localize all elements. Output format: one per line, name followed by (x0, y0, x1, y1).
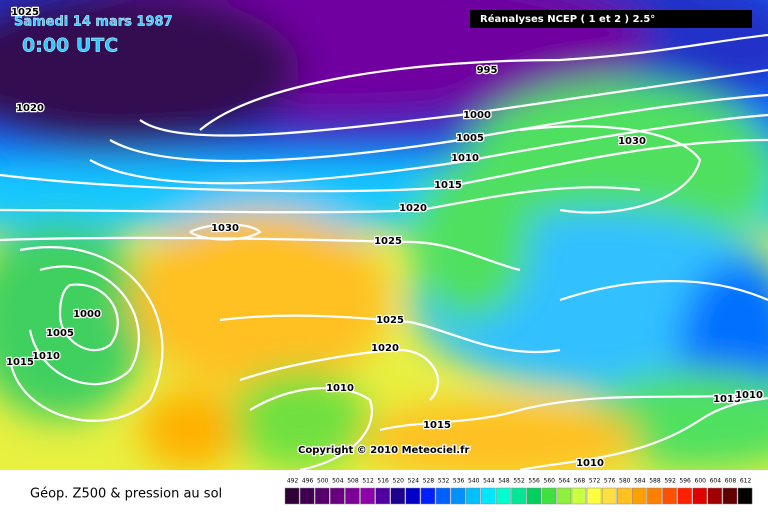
isobar-label: 1025 (376, 315, 404, 326)
scale-label: 532 (438, 478, 450, 485)
scale-label: 496 (302, 478, 314, 485)
scale-swatch (284, 487, 300, 505)
scale-swatch (405, 487, 421, 505)
copyright: Copyright © 2010 Meteociel.fr (298, 445, 469, 456)
scale-label: 580 (619, 478, 631, 485)
isobar-label: 1030 (618, 136, 646, 147)
scale-swatch (692, 487, 708, 505)
scale-label: 564 (559, 478, 571, 485)
scale-swatch (616, 487, 632, 505)
scale-label: 516 (377, 478, 389, 485)
scale-swatch (601, 487, 617, 505)
scale-label: 584 (634, 478, 646, 485)
isobar-label: 1010 (576, 458, 604, 469)
isobar-label: 1005 (46, 328, 74, 339)
isobar-label: 1030 (211, 223, 239, 234)
scale-label: 612 (740, 478, 752, 485)
scale-swatch (556, 487, 572, 505)
date: Samedi 14 mars 1987 (14, 15, 173, 30)
isobar-label: 1015 (713, 394, 741, 405)
scale-label: 576 (604, 478, 616, 485)
source-box (470, 10, 752, 28)
field (0, 0, 768, 470)
scale-label: 572 (589, 478, 601, 485)
scale-swatch (465, 487, 481, 505)
scale-label: 500 (317, 478, 329, 485)
isobar-label: 1010 (326, 383, 354, 394)
scale-swatch (632, 487, 647, 505)
scale-swatch (662, 487, 677, 505)
scale-swatch (330, 487, 345, 505)
isobar-label: 995 (477, 65, 498, 76)
scale-label: 556 (528, 478, 540, 485)
isobar-label: 1015 (423, 420, 451, 431)
scale-swatch (420, 487, 436, 505)
isobar-label: 1025 (374, 236, 402, 247)
scale-swatch (375, 487, 390, 505)
scale-swatch (450, 487, 466, 505)
isobar-label: 1020 (399, 203, 427, 214)
scale-swatch (435, 487, 451, 505)
scale-swatch (314, 487, 330, 505)
scale-label: 604 (710, 478, 722, 485)
isobar-label: 1010 (32, 351, 60, 362)
scale-label: 560 (544, 478, 556, 485)
scale-swatch (677, 487, 692, 505)
scale-label: 520 (393, 478, 405, 485)
scale-label: 600 (695, 478, 707, 485)
scale-swatch (737, 487, 753, 505)
scale-label: 552 (513, 478, 525, 485)
scale-label: 524 (408, 478, 420, 485)
scale-swatch (722, 487, 738, 505)
scale-label: 512 (362, 478, 374, 485)
scale-label: 544 (483, 478, 495, 485)
scale-swatch (496, 487, 511, 505)
scale-swatch (571, 487, 587, 505)
isobar-label: 1015 (434, 180, 462, 191)
scale-swatch (511, 487, 526, 505)
scale-swatch (360, 487, 375, 505)
scale-swatch (647, 487, 662, 505)
scale-label: 540 (468, 478, 480, 485)
time: 0:00 UTC (22, 35, 118, 57)
isobar-label: 1010 (451, 153, 479, 164)
scale-swatch (526, 487, 541, 505)
scale-swatch (481, 487, 496, 505)
scale-swatch (586, 487, 602, 505)
scale-label: 536 (453, 478, 465, 485)
scale-label: 592 (664, 478, 676, 485)
scale-swatch (541, 487, 557, 505)
scale-label: 528 (423, 478, 435, 485)
scale-swatch (299, 487, 315, 505)
scale-label: 492 (287, 478, 299, 485)
isobar-label: 1020 (16, 103, 44, 114)
scale-label: 508 (347, 478, 359, 485)
scale-label: 504 (332, 478, 344, 485)
isobar-label: 1020 (371, 343, 399, 354)
scale-label: 568 (574, 478, 586, 485)
isobar-label: 1000 (73, 309, 101, 320)
isobar-label: 1005 (456, 133, 484, 144)
scale-label: 588 (649, 478, 661, 485)
source: Réanalyses NCEP ( 1 et 2 ) 2.5° (480, 13, 655, 25)
scale-label: 596 (679, 478, 691, 485)
scale-swatch (345, 487, 360, 505)
isobar-label: 1015 (6, 357, 34, 368)
scale-swatch (390, 487, 406, 505)
isobar-label: 1025 (11, 7, 39, 18)
scale-label: 548 (498, 478, 510, 485)
scale-label: 608 (725, 478, 737, 485)
caption: Géop. Z500 & pression au sol (30, 487, 222, 502)
isobar-label: 1000 (463, 110, 491, 121)
isobar-label: 1010 (735, 390, 763, 401)
scale-swatch (707, 487, 723, 505)
